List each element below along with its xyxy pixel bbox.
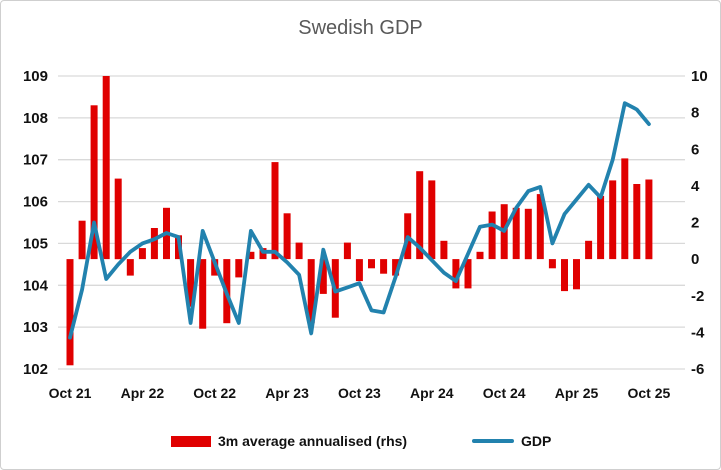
gdp-line (68, 101, 651, 340)
bar-series-label: 3m average annualised (rhs) (218, 433, 408, 449)
bar-Sep 22 (199, 259, 207, 329)
x-axis-tick: Oct 25 (627, 385, 670, 401)
x-axis-tick: Oct 23 (338, 385, 381, 401)
bar-Feb 22 (114, 178, 122, 260)
bar-Apr 25 (573, 259, 580, 290)
chart-legend: 3m average annualised (rhs) GDP (1, 431, 720, 455)
bar-Apr 24 (428, 180, 436, 260)
bar-May 24 (440, 240, 448, 260)
bar-Aug 22 (187, 259, 195, 307)
line-series-swatch (472, 439, 514, 443)
bar-Dec 23 (380, 259, 388, 274)
bar-Feb 25 (548, 259, 556, 269)
bar-Jan 25 (536, 194, 544, 260)
x-axis-tick: Oct 21 (49, 385, 92, 401)
bar-May 22 (150, 228, 158, 260)
bar-Sep 25 (633, 184, 641, 260)
bar-Jan 22 (102, 76, 110, 260)
bar-Jul 25 (609, 180, 617, 260)
chart-title: Swedish GDP (298, 17, 423, 39)
line-series-label: GDP (521, 433, 552, 449)
bar-Jan 24 (392, 259, 400, 276)
bar-Jan 23 (247, 251, 255, 260)
y-axis-left-tick: 103 (23, 319, 48, 336)
bar-Dec 21 (90, 105, 98, 260)
bar-Oct 21 (66, 259, 74, 366)
x-axis-tick: Apr 25 (555, 385, 599, 401)
bar-Mar 23 (271, 162, 279, 260)
y-axis-left-tick: 102 (23, 361, 48, 378)
bar-Nov 24 (512, 207, 520, 260)
bar-Mar 22 (126, 259, 134, 276)
bar-Jul 23 (319, 259, 327, 294)
bar-Sep 23 (343, 242, 351, 260)
y-axis-left-tick: 106 (23, 194, 48, 211)
y-axis-left-tick: 105 (23, 235, 48, 252)
y-axis-right-tick: 10 (691, 68, 708, 85)
y-axis-left-tick: 109 (23, 68, 48, 85)
y-axis-right-tick: -2 (691, 288, 704, 305)
bar-May 23 (295, 242, 303, 260)
y-axis-right-tick: 6 (691, 141, 699, 158)
bar-Jun 23 (307, 259, 315, 324)
x-axis-tick: Apr 23 (265, 385, 309, 401)
x-axis-tick: Oct 24 (483, 385, 526, 401)
bar-Jul 24 (464, 259, 472, 289)
bar-Dec 24 (524, 208, 532, 260)
bar-Oct 23 (355, 259, 363, 282)
bar-Jun 25 (597, 195, 605, 260)
y-axis-left-tick: 107 (23, 152, 48, 169)
bar-Sep 24 (488, 211, 496, 260)
bar-May 25 (585, 240, 593, 260)
y-axis-left-tick: 108 (23, 110, 48, 127)
y-axis-right-tick: -6 (691, 361, 704, 378)
bar-Mar 25 (561, 259, 568, 292)
bar-series-swatch (171, 435, 211, 447)
bar-Apr 22 (138, 248, 146, 260)
y-axis-right-tick: 2 (691, 215, 699, 232)
bar-Jun 24 (452, 259, 460, 289)
bar-Aug 25 (621, 158, 629, 260)
legend-item-line: GDP (472, 431, 551, 451)
bar-Oct 25 (645, 179, 653, 260)
bar-Aug 24 (476, 251, 484, 260)
y-axis-left-tick: 104 (23, 277, 49, 294)
y-axis-right-tick: -4 (691, 324, 705, 341)
y-axis-right-tick: 0 (691, 251, 699, 268)
x-axis-tick: Apr 24 (410, 385, 454, 401)
y-axis-right-tick: 4 (691, 178, 700, 195)
x-axis-tick: Apr 22 (121, 385, 165, 401)
legend-item-bars: 3m average annualised (rhs) (171, 431, 407, 451)
bar-Nov 21 (78, 220, 86, 260)
bar-Nov 23 (368, 259, 375, 269)
bar-Mar 24 (416, 171, 424, 260)
bar-Dec 22 (235, 259, 243, 278)
x-axis-tick: Oct 22 (193, 385, 236, 401)
bar-Apr 23 (283, 213, 291, 260)
y-axis-right-tick: 8 (691, 105, 699, 122)
